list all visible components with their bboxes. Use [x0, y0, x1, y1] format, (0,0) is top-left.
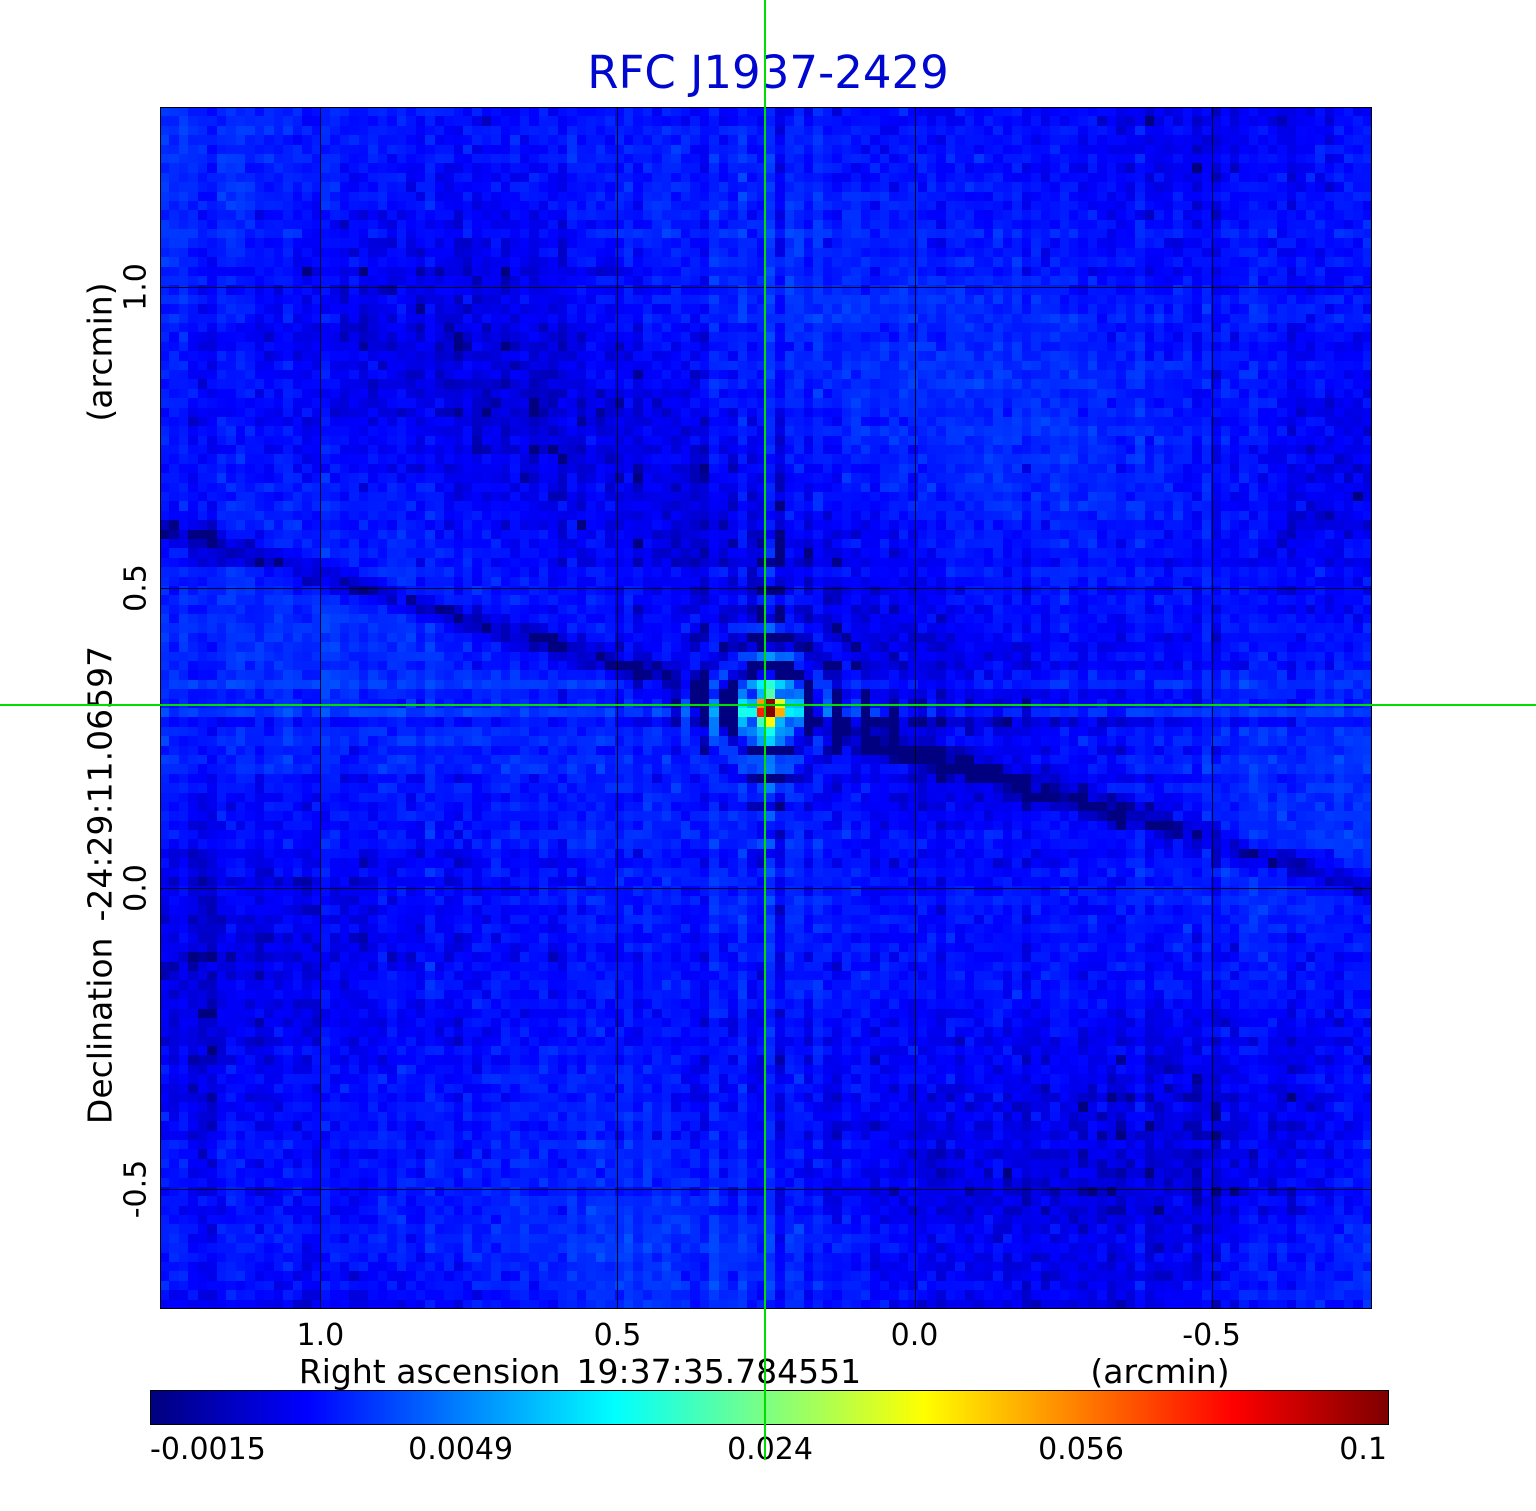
radio-map-image	[160, 107, 1372, 1309]
figure-title: RFC J1937-2429	[587, 46, 949, 99]
colorbar	[150, 1390, 1389, 1425]
y-tick-label: -0.5	[118, 1159, 154, 1219]
y-tick-label: 0.5	[118, 563, 154, 612]
x-axis-unit: (arcmin)	[1090, 1352, 1230, 1391]
crosshair-horizontal-line	[0, 704, 1536, 706]
x-tick-label: 1.0	[296, 1318, 345, 1353]
crosshair-vertical-line	[764, 0, 766, 1460]
x-tick-label: 0.5	[593, 1318, 642, 1353]
colorbar-tick-label: -0.0015	[150, 1432, 266, 1467]
x-axis-title: Right ascension 19:37:35.784551	[299, 1352, 861, 1391]
x-tick-label: 0.0	[890, 1318, 939, 1353]
y-axis-label: Declination	[80, 937, 120, 1125]
y-tick-label: 1.0	[118, 263, 154, 312]
colorbar-tick-label: 0.056	[1038, 1432, 1124, 1467]
y-axis-coordinate: -24:29:11.06597	[80, 645, 120, 922]
y-axis-unit: (arcmin)	[80, 282, 120, 422]
colorbar-tick-label: 0.0049	[408, 1432, 514, 1467]
x-axis-label: Right ascension	[298, 1352, 561, 1391]
y-axis-title: Declination -24:29:11.06597	[81, 646, 120, 1124]
colorbar-tick-label: 0.024	[727, 1432, 813, 1467]
colorbar-tick-label: 0.1	[1339, 1432, 1387, 1467]
x-axis-coordinate: 19:37:35.784551	[576, 1352, 862, 1391]
y-tick-label: 0.0	[118, 864, 154, 913]
x-tick-label: -0.5	[1182, 1318, 1241, 1353]
